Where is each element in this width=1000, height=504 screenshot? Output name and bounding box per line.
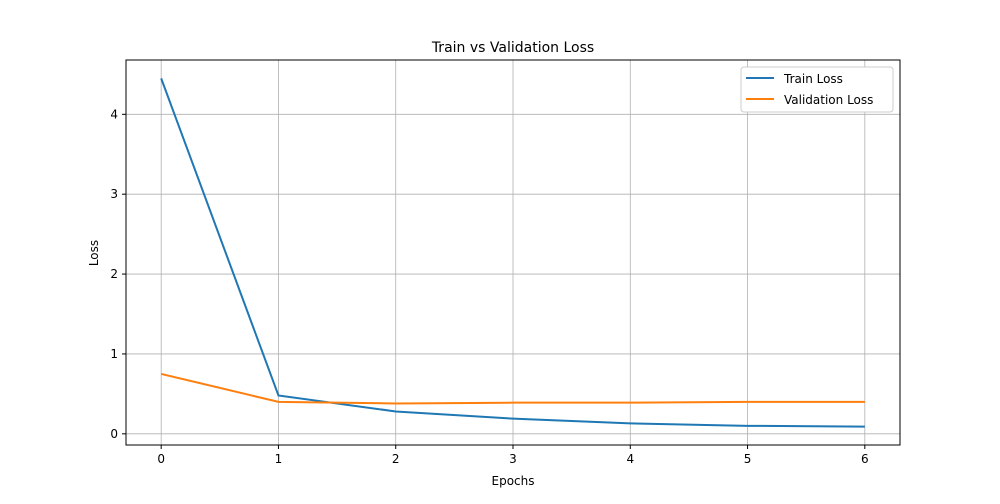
x-tick-label: 2 xyxy=(392,452,400,466)
y-tick-label: 0 xyxy=(110,427,118,441)
chart-title: Train vs Validation Loss xyxy=(431,40,594,56)
x-tick-label: 6 xyxy=(861,452,869,466)
x-tick-label: 5 xyxy=(744,452,752,466)
x-axis-label: Epochs xyxy=(492,474,535,488)
legend-label-validation: Validation Loss xyxy=(784,93,873,107)
y-tick-label: 3 xyxy=(110,187,118,201)
series-line-validation xyxy=(160,372,865,405)
y-tick-label: 2 xyxy=(110,267,118,281)
x-tick-label: 0 xyxy=(157,452,165,466)
y-tick-label: 4 xyxy=(110,107,118,121)
x-tick-label: 1 xyxy=(275,452,283,466)
plot-frame xyxy=(125,59,901,446)
legend-label-train: Train Loss xyxy=(783,72,843,86)
y-axis-label: Loss xyxy=(87,240,101,266)
y-tick-label: 1 xyxy=(110,347,118,361)
x-tick-label: 4 xyxy=(626,452,634,466)
x-tick-label: 3 xyxy=(509,452,517,466)
series-line-train xyxy=(160,78,865,428)
legend: Train Loss Validation Loss xyxy=(740,66,894,113)
